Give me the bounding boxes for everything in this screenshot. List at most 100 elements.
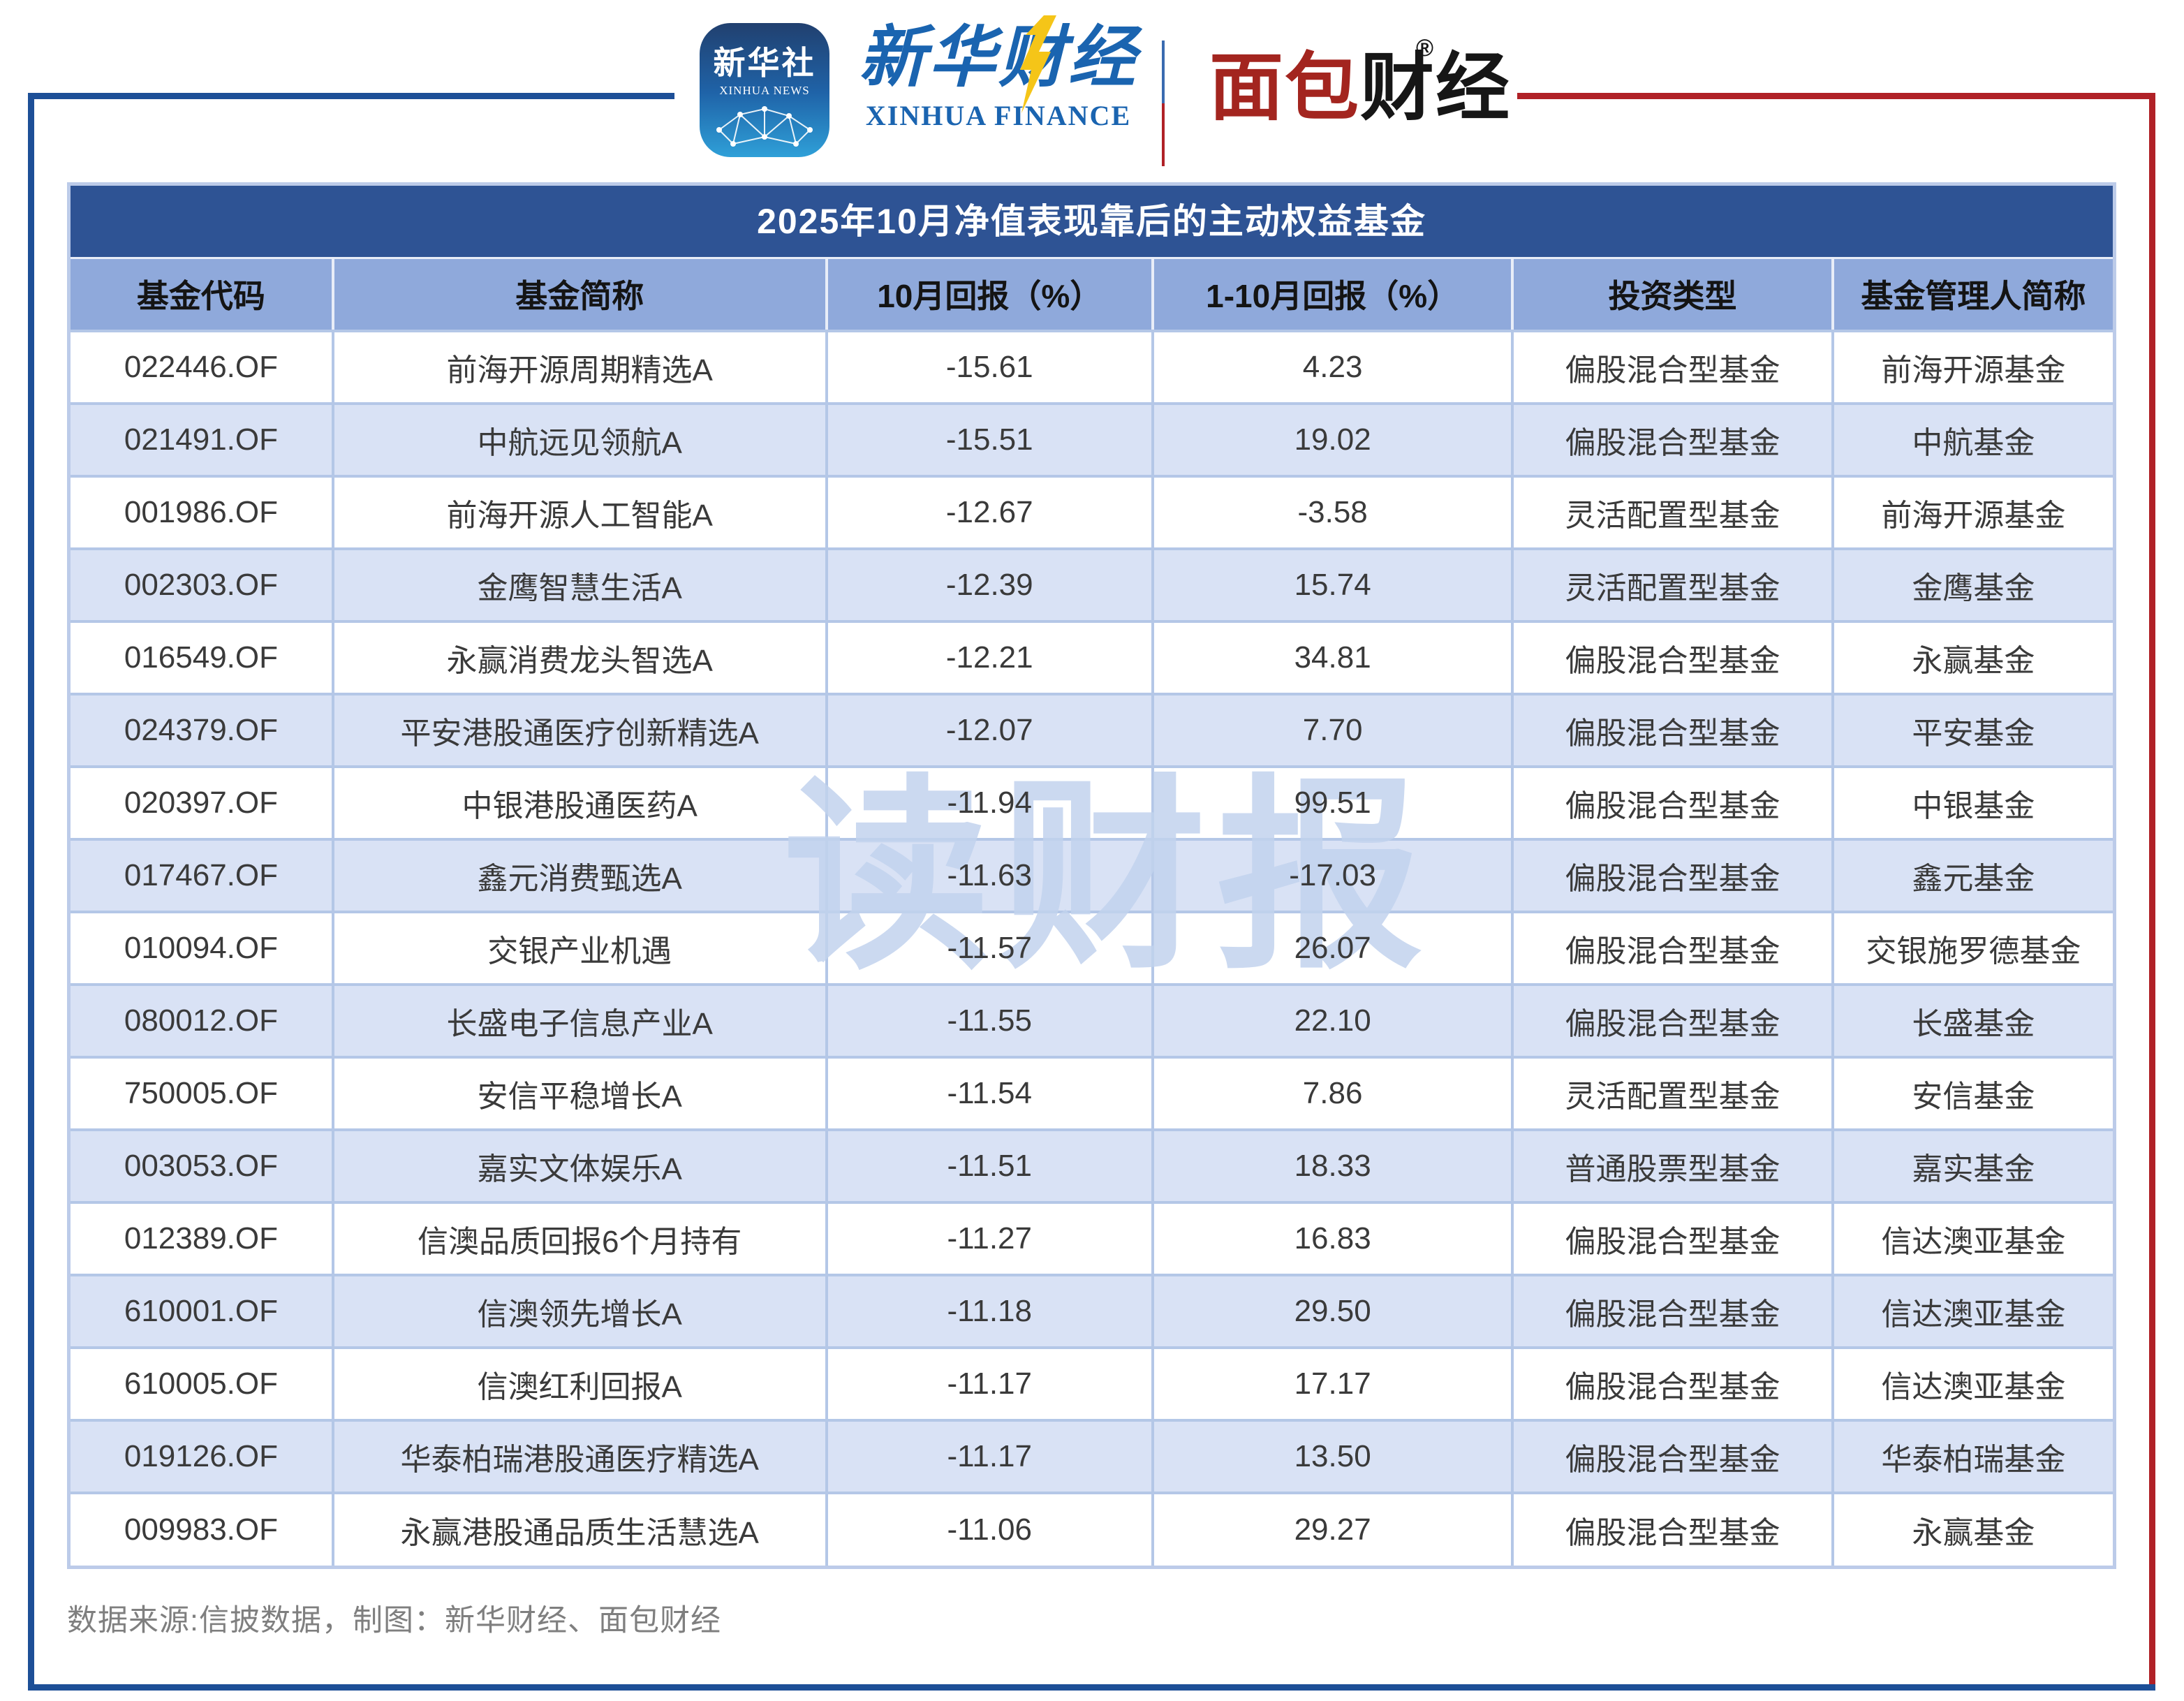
table-cell: -11.94 [825, 765, 1153, 839]
table-cell: 金鹰智慧生活A [331, 547, 827, 621]
xinhua-finance-cn-label: 新华财经 [859, 20, 1138, 95]
table-cell: -11.18 [825, 1273, 1153, 1348]
mianbao-caijing-logo: 面包财经 ® [1209, 35, 1511, 140]
table-cell: 信达澳亚基金 [1831, 1346, 2113, 1420]
table-cell: 偏股混合型基金 [1511, 1491, 1833, 1566]
registered-trademark-icon: ® [1416, 35, 1436, 61]
table-cell: 灵活配置型基金 [1511, 474, 1833, 549]
table-cell: 7.70 [1151, 692, 1513, 767]
table-cell: -11.57 [825, 910, 1153, 985]
table-row: 610005.OF 信澳红利回报A -11.17 17.17 偏股混合型基金 信达澳亚基金 [71, 1346, 2113, 1420]
table-row: 020397.OF 中银港股通医药A -11.94 99.51 偏股混合型基金 中银基金 [71, 765, 2113, 839]
table-cell: -11.06 [825, 1491, 1153, 1566]
table-cell: 610005.OF [71, 1346, 333, 1420]
table-cell: 信澳领先增长A [331, 1273, 827, 1348]
table-cell: 鑫元基金 [1831, 837, 2113, 912]
table-cell: -12.21 [825, 619, 1153, 694]
table-cell: 华泰柏瑞基金 [1831, 1418, 2113, 1493]
table-cell: 长盛基金 [1831, 982, 2113, 1057]
table-cell: -11.54 [825, 1055, 1153, 1130]
table-cell: 017467.OF [71, 837, 333, 912]
table-row: 017467.OF 鑫元消费甄选A -11.63 -17.03 偏股混合型基金 鑫元基金 [71, 837, 2113, 912]
table-cell: 020397.OF [71, 765, 333, 839]
table-cell: 交银施罗德基金 [1831, 910, 2113, 985]
table-cell: 22.10 [1151, 982, 1513, 1057]
table-row: 080012.OF 长盛电子信息产业A -11.55 22.10 偏股混合型基金 长盛基金 [71, 982, 2113, 1057]
mianbao-red-label: 面包 [1209, 47, 1360, 129]
table-title: 2025年10月净值表现靠后的主动权益基金 [71, 186, 2113, 257]
table-cell: 4.23 [1151, 330, 1513, 404]
table-header-row: 基金代码 基金简称 10月回报（%） 1-10月回报（%） 投资类型 基金管理人… [71, 257, 2113, 332]
column-header-ytd-return: 1-10月回报（%） [1151, 257, 1513, 332]
table-cell: 34.81 [1151, 619, 1513, 694]
table-cell: 偏股混合型基金 [1511, 619, 1833, 694]
table-cell: 华泰柏瑞港股通医疗精选A [331, 1418, 827, 1493]
table-cell: 009983.OF [71, 1491, 333, 1566]
xinhua-news-cn-label: 新华社 [713, 45, 816, 81]
table-cell: 010094.OF [71, 910, 333, 985]
table-cell: 安信基金 [1831, 1055, 2113, 1130]
table-cell: -11.63 [825, 837, 1153, 912]
table-cell: 偏股混合型基金 [1511, 910, 1833, 985]
table-cell: 26.07 [1151, 910, 1513, 985]
table-cell: 鑫元消费甄选A [331, 837, 827, 912]
table-cell: 002303.OF [71, 547, 333, 621]
column-header-fund-code: 基金代码 [71, 257, 333, 332]
table-row: 016549.OF 永赢消费龙头智选A -12.21 34.81 偏股混合型基金 永赢基金 [71, 619, 2113, 694]
frame-left-blue-line [28, 93, 34, 1691]
table-cell: 信达澳亚基金 [1831, 1200, 2113, 1275]
table-cell: 750005.OF [71, 1055, 333, 1130]
table-cell: 中银基金 [1831, 765, 2113, 839]
frame-top-red-line [1517, 93, 2155, 99]
table-cell: 29.27 [1151, 1491, 1513, 1566]
table-cell: 偏股混合型基金 [1511, 1346, 1833, 1420]
table-cell: 080012.OF [71, 982, 333, 1057]
table-cell: 普通股票型基金 [1511, 1128, 1833, 1202]
table-cell: 15.74 [1151, 547, 1513, 621]
table-cell: 012389.OF [71, 1200, 333, 1275]
xinhua-news-app-logo: 新华社 XINHUA NEWS [700, 23, 829, 157]
table-row: 012389.OF 信澳品质回报6个月持有 -11.27 16.83 偏股混合型基金 信达… [71, 1200, 2113, 1275]
table-cell: 永赢消费龙头智选A [331, 619, 827, 694]
lightning-arrow-icon [1020, 15, 1056, 113]
table-cell: 019126.OF [71, 1418, 333, 1493]
table-cell: 前海开源周期精选A [331, 330, 827, 404]
table-row: 019126.OF 华泰柏瑞港股通医疗精选A -11.17 13.50 偏股混合型基金华… [71, 1418, 2113, 1493]
table-cell: 偏股混合型基金 [1511, 692, 1833, 767]
table-cell: -15.61 [825, 330, 1153, 404]
frame-top-blue-line [28, 93, 674, 99]
table-cell: -11.17 [825, 1346, 1153, 1420]
table-cell: 交银产业机遇 [331, 910, 827, 985]
table-cell: 17.17 [1151, 1346, 1513, 1420]
table-cell: 永赢港股通品质生活慧选A [331, 1491, 827, 1566]
table-row: 001986.OF 前海开源人工智能A -12.67 -3.58 灵活配置型基金 前海开源… [71, 474, 2113, 549]
data-source-note: 数据来源:信披数据，制图：新华财经、面包财经 [67, 1604, 721, 1637]
table-cell: 中银港股通医药A [331, 765, 827, 839]
table-cell: 偏股混合型基金 [1511, 402, 1833, 476]
table-cell: -17.03 [1151, 837, 1513, 912]
column-header-fund-name: 基金简称 [331, 257, 827, 332]
network-graph-icon [716, 106, 813, 147]
table-body: 022446.OF 前海开源周期精选A -15.61 4.23 偏股混合型基金 前海开源基… [71, 330, 2113, 1566]
table-cell: 610001.OF [71, 1273, 333, 1348]
table-cell: -11.17 [825, 1418, 1153, 1493]
table-cell: 13.50 [1151, 1418, 1513, 1493]
table-cell: 嘉实文体娱乐A [331, 1128, 827, 1202]
table-row: 010094.OF 交银产业机遇 -11.57 26.07 偏股混合型基金 交银施罗德基金 [71, 910, 2113, 985]
table-cell: 中航基金 [1831, 402, 2113, 476]
fund-table: 2025年10月净值表现靠后的主动权益基金 基金代码 基金简称 10月回报（%）… [67, 182, 2116, 1569]
table-cell: 18.33 [1151, 1128, 1513, 1202]
table-cell: 021491.OF [71, 402, 333, 476]
table-cell: -12.39 [825, 547, 1153, 621]
table-row: 750005.OF 安信平稳增长A -11.54 7.86 灵活配置型基金 安信基金 [71, 1055, 2113, 1130]
table-cell: 嘉实基金 [1831, 1128, 2113, 1202]
table-cell: 001986.OF [71, 474, 333, 549]
table-cell: 偏股混合型基金 [1511, 765, 1833, 839]
table-row: 022446.OF 前海开源周期精选A -15.61 4.23 偏股混合型基金 前海开源基… [71, 330, 2113, 404]
table-cell: 前海开源基金 [1831, 330, 2113, 404]
table-cell: -11.55 [825, 982, 1153, 1057]
table-cell: 永赢基金 [1831, 619, 2113, 694]
table-cell: 偏股混合型基金 [1511, 1273, 1833, 1348]
table-cell: 信达澳亚基金 [1831, 1273, 2113, 1348]
table-cell: 29.50 [1151, 1273, 1513, 1348]
